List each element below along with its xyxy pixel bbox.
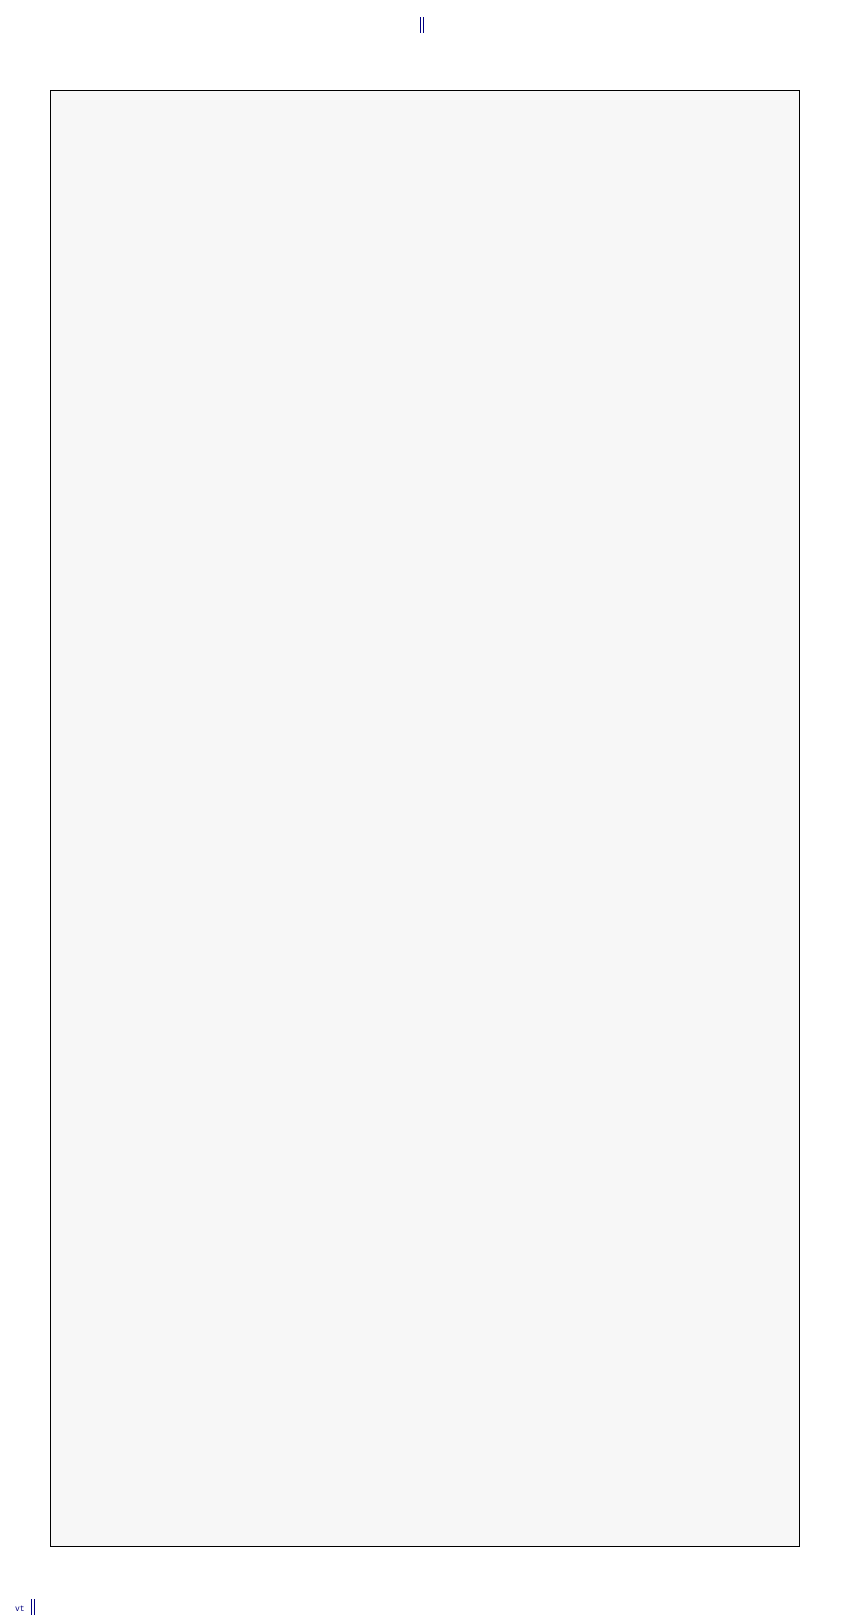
footer-scale-note: vt bbox=[15, 1595, 41, 1615]
header bbox=[0, 0, 850, 85]
x-axis bbox=[50, 1547, 800, 1587]
scale-bar-icon bbox=[420, 17, 424, 33]
seismogram-plot bbox=[50, 90, 800, 1547]
title-block bbox=[420, 5, 430, 33]
scale-indicator bbox=[420, 13, 430, 33]
